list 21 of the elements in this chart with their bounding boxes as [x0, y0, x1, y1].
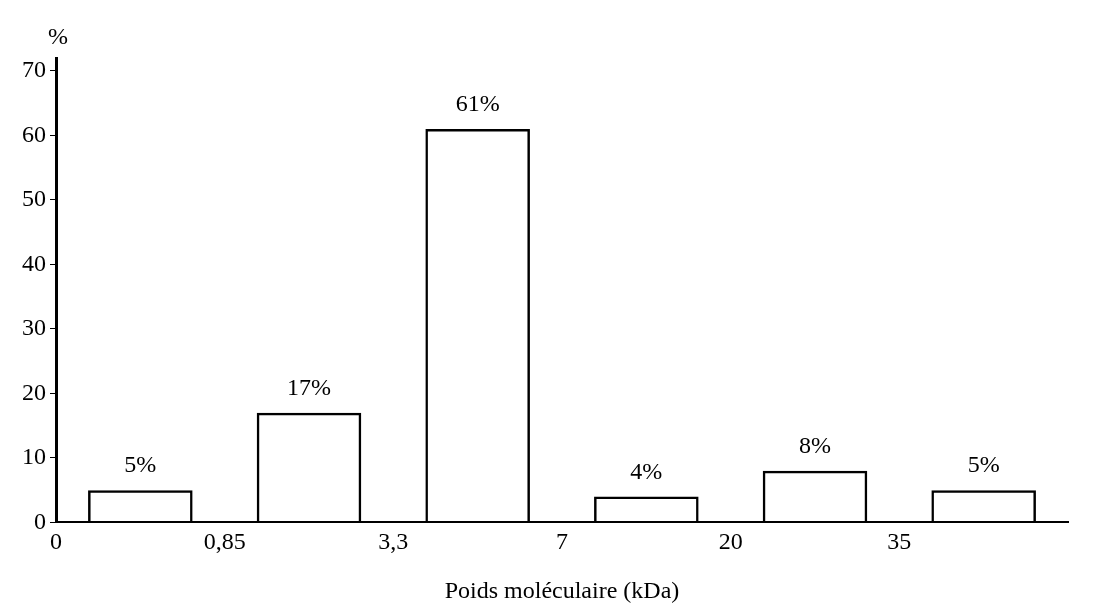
y-tick-label: 50: [22, 185, 46, 212]
data-label: 5%: [967, 451, 1000, 478]
text: 7: [556, 527, 568, 554]
data-label: 17%: [287, 374, 331, 401]
text: 20: [718, 527, 743, 554]
y-tick-label: 0: [34, 507, 46, 534]
y-tick-label: 30: [22, 314, 46, 341]
y-tick-label: 20: [22, 378, 46, 405]
y-tick-label: 10: [22, 443, 46, 470]
text: 0,85: [203, 527, 246, 554]
data-label: 61%: [455, 90, 500, 117]
y-tick-label: 40: [22, 249, 46, 276]
data-label: 8%: [799, 432, 831, 459]
data-label: 5%: [124, 451, 157, 478]
x-axis-title: Poids moléculaire (kDa): [444, 576, 680, 603]
y-axis-title: %: [48, 23, 68, 50]
text: 3,3: [378, 527, 409, 554]
text: 35: [887, 527, 912, 554]
y-tick-label: 70: [22, 56, 46, 83]
data-label: 4%: [630, 457, 663, 484]
y-tick-label: 60: [22, 120, 46, 147]
